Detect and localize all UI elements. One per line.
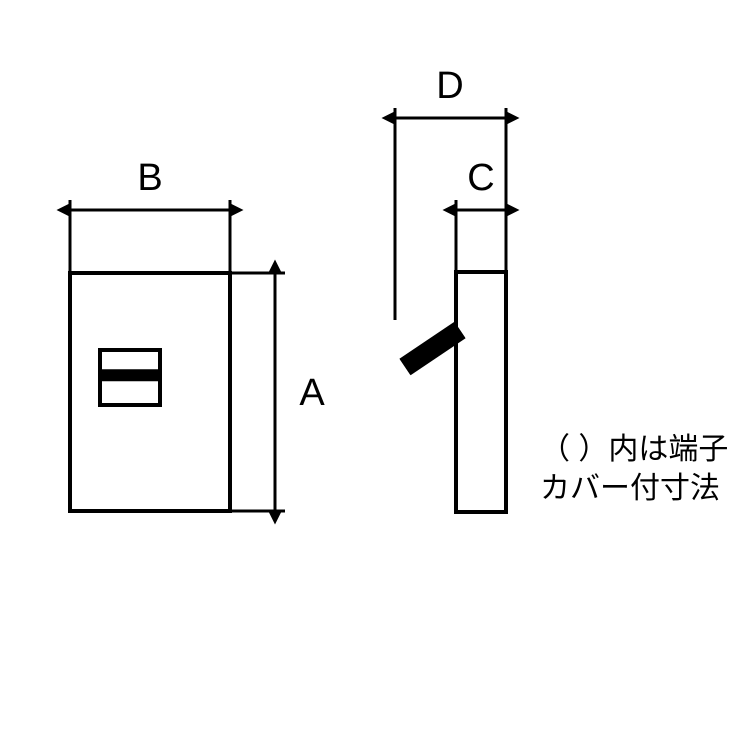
front-view-body xyxy=(70,273,230,511)
note-line-2: カバー付寸法 xyxy=(540,469,728,508)
note-line-1: （ ）内は端子 xyxy=(540,430,728,469)
switch-bar xyxy=(102,369,158,381)
dim-label-D: D xyxy=(436,65,463,107)
dimension-note: （ ）内は端子 カバー付寸法 xyxy=(540,430,728,508)
dim-label-C: C xyxy=(467,157,494,199)
dim-label-A: A xyxy=(299,372,325,414)
side-view-body xyxy=(456,272,506,512)
dim-label-B: B xyxy=(137,157,162,199)
